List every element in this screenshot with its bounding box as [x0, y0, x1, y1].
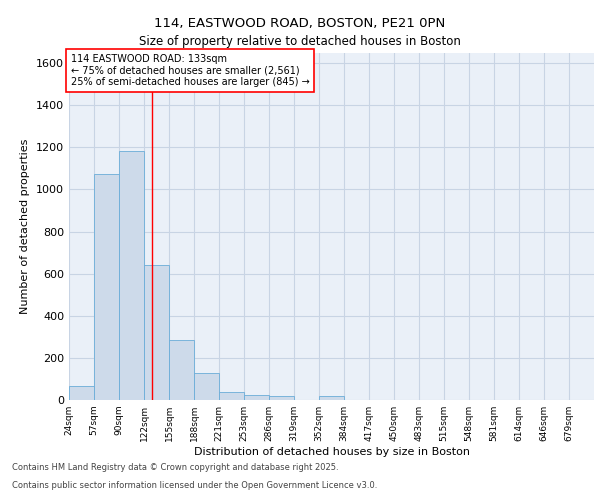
Bar [119, 152, 144, 400]
Text: Contains HM Land Registry data © Crown copyright and database right 2025.: Contains HM Land Registry data © Crown c… [12, 464, 338, 472]
Bar [319, 396, 344, 400]
Bar [94, 174, 119, 400]
Bar [169, 340, 194, 400]
Text: 114, EASTWOOD ROAD, BOSTON, PE21 0PN: 114, EASTWOOD ROAD, BOSTON, PE21 0PN [154, 18, 446, 30]
Bar [244, 394, 269, 400]
Bar [194, 372, 219, 400]
Text: Contains public sector information licensed under the Open Government Licence v3: Contains public sector information licen… [12, 481, 377, 490]
Bar [144, 265, 169, 400]
Text: Size of property relative to detached houses in Boston: Size of property relative to detached ho… [139, 35, 461, 48]
Text: 114 EASTWOOD ROAD: 133sqm
← 75% of detached houses are smaller (2,561)
25% of se: 114 EASTWOOD ROAD: 133sqm ← 75% of detac… [71, 54, 309, 88]
Bar [69, 386, 94, 400]
Bar [269, 396, 294, 400]
Bar [219, 392, 244, 400]
X-axis label: Distribution of detached houses by size in Boston: Distribution of detached houses by size … [193, 447, 470, 457]
Y-axis label: Number of detached properties: Number of detached properties [20, 138, 31, 314]
